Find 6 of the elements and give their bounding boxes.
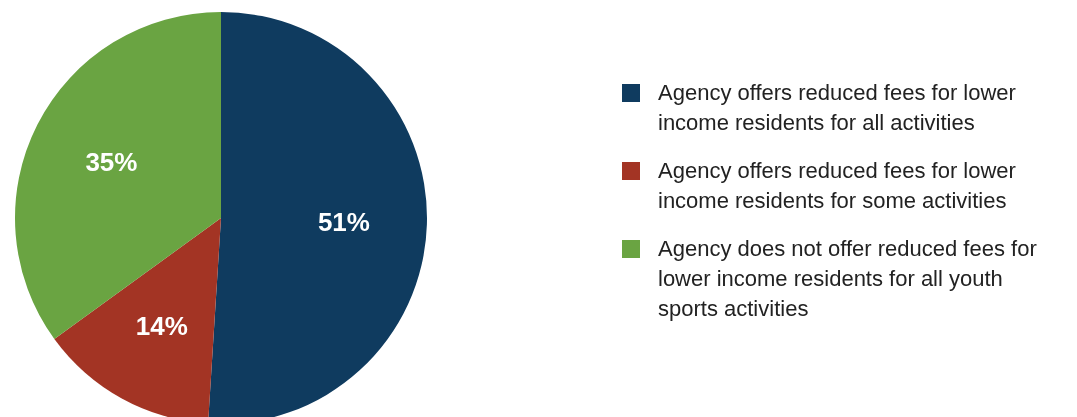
legend-label: Agency offers reduced fees for lower income residents for all activities xyxy=(658,79,1017,137)
data-label: 51% xyxy=(317,206,370,237)
data-label: 35% xyxy=(85,147,138,178)
legend-label: Agency does not offer reduced fees for lower income residents for all youth sports activities xyxy=(658,235,1038,323)
data-label: 14% xyxy=(135,310,188,341)
legend-label: Agency offers reduced fees for lower income residents for some activities xyxy=(658,157,1017,215)
